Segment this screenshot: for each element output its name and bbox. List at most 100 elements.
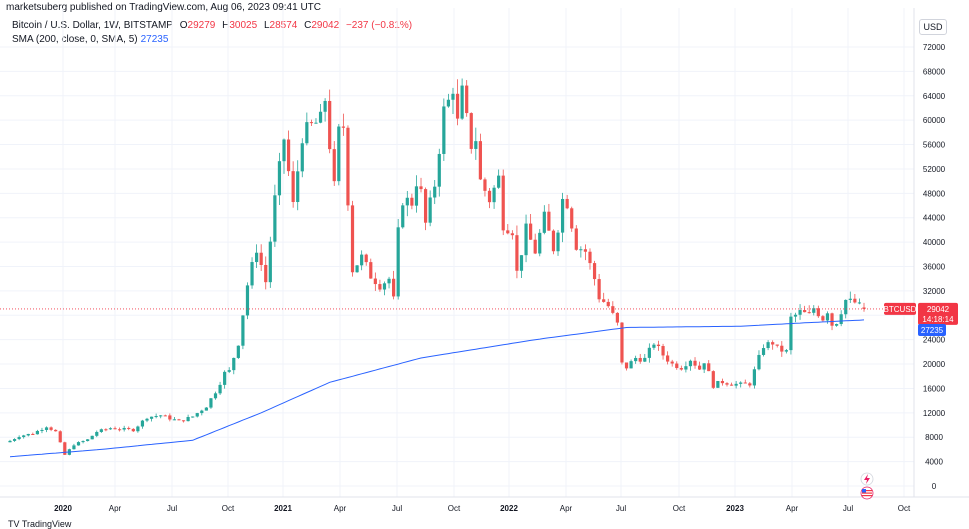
y-tick-label: 64000: [923, 92, 946, 101]
candle-body: [652, 344, 656, 348]
candle: [643, 353, 647, 363]
candle: [720, 378, 725, 386]
candle-body: [277, 161, 282, 196]
candle: [529, 213, 533, 240]
candle: [373, 272, 377, 291]
candle: [245, 282, 250, 320]
candle: [570, 206, 574, 232]
candle-body: [191, 416, 195, 418]
last-price-tag: [918, 302, 958, 325]
candle: [145, 417, 149, 423]
candle-body: [487, 190, 492, 203]
candle: [848, 291, 852, 303]
candle: [766, 340, 770, 351]
y-tick-label: 48000: [923, 189, 946, 198]
candle: [556, 230, 560, 256]
candle: [487, 187, 492, 209]
lightning-icon[interactable]: [860, 472, 874, 486]
candle-body: [857, 302, 862, 304]
candle: [95, 430, 99, 438]
y-tick-label: 16000: [923, 384, 946, 393]
candle-body: [423, 189, 428, 223]
candle: [775, 344, 779, 348]
candle: [501, 169, 505, 236]
candle-body: [300, 143, 304, 172]
candle: [163, 414, 167, 417]
candle-body: [90, 435, 94, 440]
candle-body: [200, 410, 204, 414]
candle-body: [807, 312, 811, 314]
candle-body: [638, 357, 642, 362]
candle-body: [793, 314, 798, 317]
candle: [592, 260, 597, 286]
candle-body: [442, 106, 446, 154]
candle: [99, 428, 103, 433]
candle-body: [108, 428, 113, 430]
symbol-title[interactable]: Bitcoin / U.S. Dollar, 1W, BITSTAMP: [12, 20, 173, 31]
candle-body: [606, 301, 610, 307]
sma-legend-label: SMA (200, close, 0, SMA, 5): [12, 34, 138, 45]
candle-body: [588, 251, 592, 264]
currency-button[interactable]: USD: [919, 19, 947, 35]
y-tick-label: 12000: [923, 409, 946, 418]
candle-body: [54, 429, 58, 432]
candle: [259, 244, 263, 271]
candle-body: [538, 232, 542, 254]
candle: [140, 419, 145, 429]
countdown-label: 14:18:14: [922, 315, 954, 324]
candle-body: [177, 419, 181, 421]
candle-body: [17, 437, 21, 440]
candle: [26, 433, 30, 437]
candle: [186, 414, 190, 422]
candle: [547, 203, 551, 231]
candle: [273, 184, 277, 247]
candle-body: [22, 435, 26, 438]
candle: [291, 161, 295, 208]
candle-body: [364, 254, 368, 263]
candle-body: [469, 113, 473, 149]
candle-body: [63, 442, 67, 455]
candle-body: [95, 431, 99, 436]
candle: [634, 355, 638, 364]
candle-body: [227, 370, 231, 372]
candle-body: [328, 100, 332, 150]
candle-body: [702, 363, 706, 370]
candle: [538, 229, 542, 257]
candle-body: [218, 384, 222, 394]
candle-body: [341, 126, 345, 128]
candle: [12, 438, 17, 442]
candle-body: [255, 252, 259, 263]
candle-body: [766, 342, 770, 349]
candle-body: [99, 429, 103, 432]
candle-body: [241, 315, 245, 346]
candle-body: [428, 197, 432, 223]
candle-body: [515, 235, 519, 271]
candle: [195, 412, 199, 418]
candle-body: [172, 419, 177, 421]
candle: [159, 415, 163, 419]
x-tick-label: 2021: [274, 504, 292, 513]
candle: [332, 141, 336, 186]
candle: [853, 293, 857, 304]
candle-body: [58, 431, 62, 443]
candle: [542, 205, 546, 235]
candle: [821, 315, 825, 322]
candle: [446, 93, 451, 108]
candle-body: [31, 433, 35, 435]
candle: [378, 279, 382, 292]
flag-icon[interactable]: [860, 486, 874, 500]
tradingview-logo[interactable]: TV TradingView: [8, 519, 72, 529]
x-tick-label: Jul: [167, 504, 177, 513]
time-axis: 2020 Apr Jul Oct 2021 Apr Jul Oct 2022 Apr Jul Oct 2…: [54, 504, 911, 513]
candle-body: [268, 241, 272, 283]
candle: [49, 426, 53, 432]
candle-body: [803, 310, 807, 313]
candle-body: [821, 316, 825, 321]
candle-body: [149, 416, 154, 419]
candle-body: [634, 357, 638, 362]
candle-body: [451, 93, 455, 100]
candle-body: [204, 407, 208, 411]
y-tick-label: 52000: [923, 165, 946, 174]
sma-legend[interactable]: SMA (200, close, 0, SMA, 5) 27235: [12, 34, 168, 45]
